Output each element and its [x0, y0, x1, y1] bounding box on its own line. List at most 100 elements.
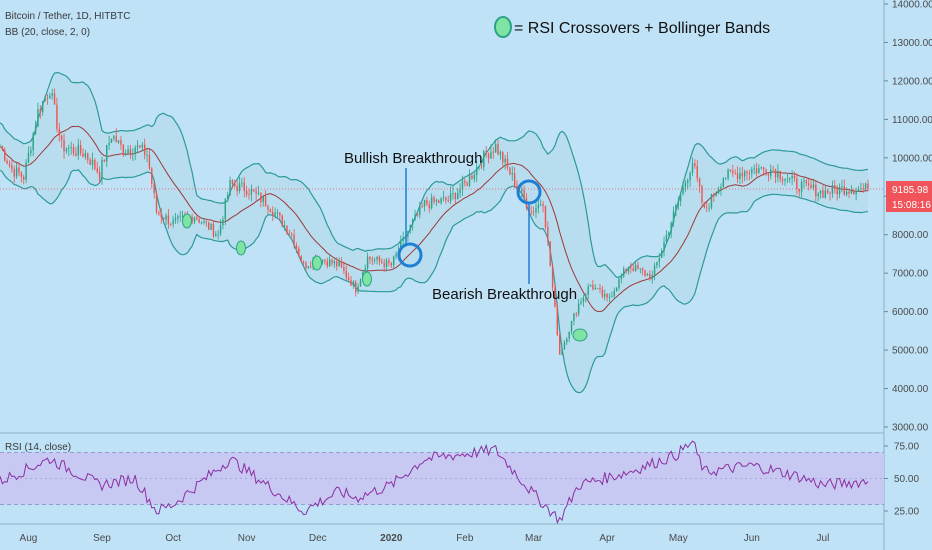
candle-body [381, 261, 383, 264]
candle-body [136, 145, 139, 148]
candle-body [53, 93, 56, 105]
candle-body [720, 187, 722, 189]
candle-body [490, 151, 492, 159]
candle-body [641, 268, 644, 271]
candle-body [84, 153, 87, 157]
legend-text: = RSI Crossovers + Bollinger Bands [514, 20, 770, 37]
candle-body [234, 184, 236, 187]
candle-body [843, 186, 845, 195]
candle-body [430, 197, 433, 209]
candle-body [293, 234, 295, 246]
crossover-marker [182, 213, 192, 229]
candle-body [1, 146, 4, 151]
time-tick-label: Jul [817, 533, 830, 544]
price-tick-label: 5000.00 [892, 346, 929, 357]
candle-body [480, 166, 483, 168]
candle-body [392, 256, 395, 266]
candle-body [454, 193, 457, 199]
indicator-title: BB (20, close, 2, 0) [5, 27, 90, 38]
candle-body [359, 279, 362, 287]
candle-body [23, 176, 25, 180]
candle-body [649, 273, 651, 280]
candle-body [257, 192, 260, 194]
candle-body [37, 109, 39, 127]
candle-body [713, 194, 715, 197]
candle-body [845, 191, 848, 195]
candle-body [352, 281, 355, 286]
symbol-title: Bitcoin / Tether, 1D, HITBTC [5, 11, 130, 22]
candle-body [765, 169, 767, 175]
candle-body [862, 188, 864, 190]
candle-body [139, 145, 141, 148]
price-tick-label: 7000.00 [892, 269, 929, 280]
candle-body [860, 188, 862, 190]
candle-body [32, 133, 34, 151]
candle-body [679, 194, 682, 201]
candle-body [841, 186, 843, 188]
candle-body [378, 256, 381, 262]
candle-body [421, 205, 423, 207]
candle-body [82, 153, 84, 157]
candle-body [665, 234, 668, 242]
candle-body [106, 144, 108, 162]
candle-body [34, 126, 37, 134]
price-badge: 9185.98 15:08:16 [886, 181, 932, 212]
candle-body [0, 146, 1, 148]
candle-body [364, 268, 366, 272]
candle-body [51, 93, 53, 96]
candle-body [826, 190, 829, 194]
candle-body [440, 198, 442, 203]
crossover-marker [236, 240, 246, 256]
candle-body [753, 168, 755, 170]
candle-body [722, 178, 725, 188]
candle-body [850, 190, 853, 194]
time-tick-label: Apr [599, 533, 615, 544]
candle-body [212, 223, 215, 237]
candle-body [829, 193, 831, 194]
candle-body [670, 222, 672, 233]
countdown-badge-value: 15:08:16 [892, 200, 931, 211]
candle-body [615, 288, 618, 292]
bearish-label: Bearish Breakthrough [432, 286, 577, 303]
time-tick-label: 2020 [380, 533, 403, 544]
candle-body [630, 266, 632, 269]
candle-body [196, 217, 198, 220]
crossover-marker [362, 271, 372, 287]
candle-body [402, 236, 404, 241]
candle-body [551, 266, 554, 288]
candle-body [502, 152, 504, 163]
candle-body [141, 144, 144, 148]
rsi-tick-label: 75.00 [894, 442, 919, 453]
candle-body [132, 153, 134, 155]
candle-body [468, 175, 471, 186]
candle-body [70, 146, 72, 148]
candle-body [290, 234, 293, 235]
candle-body [250, 189, 253, 195]
price-tick-label: 14000.00 [892, 0, 932, 11]
candle-body [741, 173, 744, 177]
candle-body [224, 198, 227, 220]
candle-body [217, 233, 219, 235]
candle-body [646, 273, 649, 276]
candle-body [604, 294, 606, 297]
candle-body [592, 284, 594, 290]
price-tick-label: 4000.00 [892, 384, 929, 395]
candle-body [558, 334, 561, 355]
candle-body [606, 294, 608, 298]
candle-body [87, 153, 89, 160]
candle-body [129, 149, 132, 154]
candle-body [717, 188, 720, 194]
candle-body [492, 151, 495, 153]
candle-body [494, 144, 497, 153]
candle-body [732, 171, 734, 174]
candle-body [568, 331, 570, 339]
crossover-marker [312, 255, 322, 271]
candle-body [556, 306, 559, 335]
candle-body [746, 171, 748, 174]
candle-body [807, 183, 810, 186]
candle-body [94, 159, 96, 169]
candle-body [511, 173, 513, 175]
candle-body [245, 190, 248, 195]
candle-body [549, 241, 551, 267]
